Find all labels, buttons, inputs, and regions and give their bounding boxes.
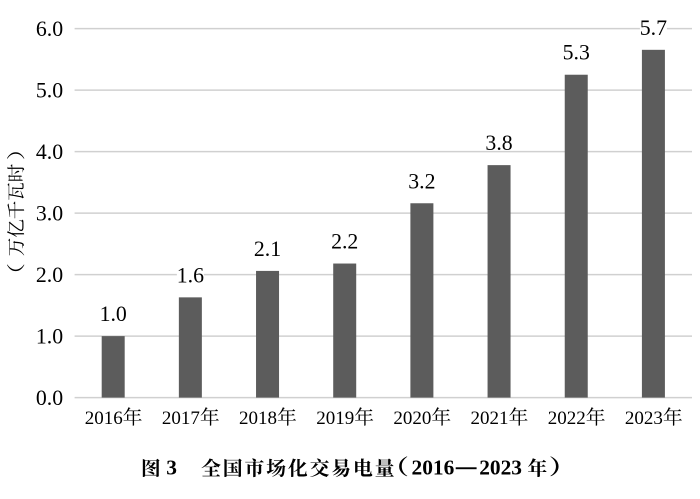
- svg-text:5.0: 5.0: [36, 78, 63, 102]
- svg-text:1.6: 1.6: [177, 263, 204, 287]
- svg-text:2020: 2020: [393, 408, 431, 429]
- svg-text:1.0: 1.0: [36, 324, 63, 348]
- svg-text:4.0: 4.0: [36, 140, 63, 164]
- svg-text:5.3: 5.3: [563, 41, 590, 65]
- svg-text:2021: 2021: [471, 408, 509, 429]
- svg-text:2022: 2022: [548, 408, 586, 429]
- svg-text:3.8: 3.8: [485, 131, 512, 155]
- svg-text:3.0: 3.0: [36, 201, 63, 225]
- svg-text:3.2: 3.2: [408, 169, 435, 193]
- svg-text:2.2: 2.2: [331, 230, 358, 254]
- svg-text:2018: 2018: [239, 408, 277, 429]
- svg-text:2016: 2016: [412, 455, 455, 479]
- svg-text:1.0: 1.0: [100, 302, 127, 326]
- svg-text:6.0: 6.0: [36, 17, 63, 41]
- svg-text:2.1: 2.1: [254, 237, 281, 261]
- svg-text:0.0: 0.0: [36, 386, 63, 410]
- svg-text:5.7: 5.7: [640, 16, 667, 40]
- svg-text:2019: 2019: [316, 408, 354, 429]
- svg-text:2.0: 2.0: [36, 263, 63, 287]
- svg-text:2023: 2023: [479, 455, 522, 479]
- svg-text:2017: 2017: [162, 408, 200, 429]
- svg-text:2016: 2016: [85, 408, 123, 429]
- svg-text:3: 3: [166, 455, 177, 479]
- svg-text:2023: 2023: [625, 408, 663, 429]
